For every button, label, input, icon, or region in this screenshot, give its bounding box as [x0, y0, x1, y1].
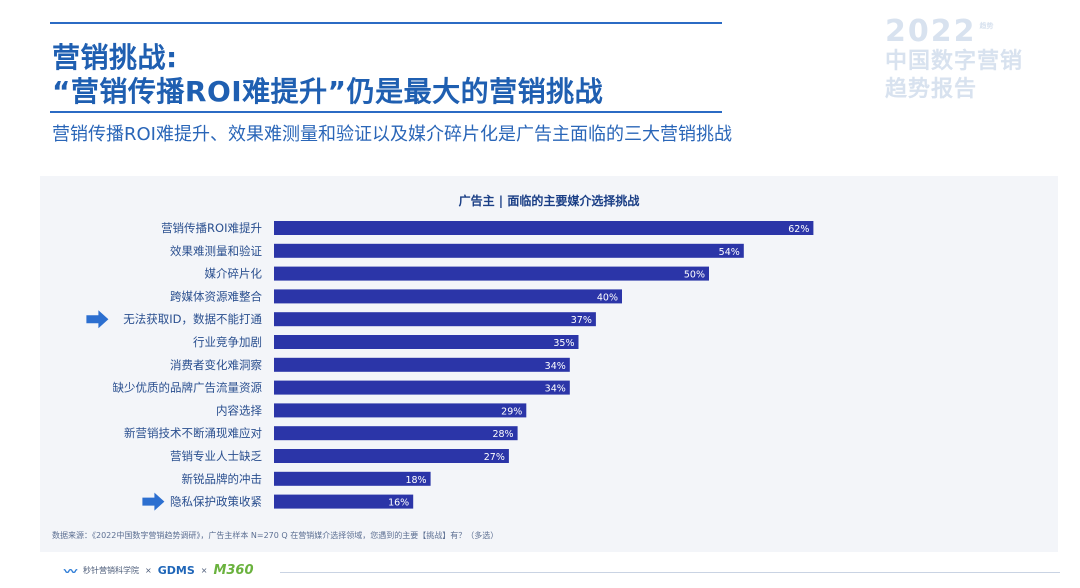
category-label: 新营销技术不断涌现难应对 — [124, 426, 262, 440]
highlight-arrow-icon — [142, 492, 165, 511]
footer-rule — [280, 572, 1060, 573]
bar-value-label: 18% — [405, 475, 426, 486]
top-rule — [50, 22, 722, 24]
bar — [274, 243, 744, 258]
bar — [274, 494, 414, 509]
gdms-logo: GDMS — [157, 563, 195, 577]
category-label: 行业竞争加剧 — [193, 335, 262, 349]
brand-year-row: 2022 趋势 — [885, 10, 1075, 48]
title-underline — [50, 111, 722, 113]
category-label: 缺少优质的品牌广告流量资源 — [113, 381, 263, 395]
bar — [274, 289, 622, 304]
page-title-line2: “营销传播ROI难提升”仍是最大的营销挑战 — [52, 75, 604, 108]
report-brand-watermark: 2022 趋势 中国数字营销 趋势报告 — [885, 10, 1075, 104]
brand-line1: 中国数字营销 — [885, 49, 1024, 74]
bar — [274, 403, 527, 418]
brand-line2: 趋势报告 — [885, 77, 978, 102]
bar-value-label: 16% — [388, 498, 409, 509]
category-label: 效果难测量和验证 — [170, 244, 262, 258]
logo-separator-2: × — [200, 565, 208, 575]
page-subtitle: 营销传播ROI难提升、效果难测量和验证以及媒介碎片化是广告主面临的三大营销挑战 — [52, 124, 732, 145]
footer-logos: 〰 秒针营销科学院 × GDMS × M360 — [64, 560, 254, 580]
category-label: 无法获取ID，数据不能打通 — [123, 312, 262, 326]
page-title-line1: 营销挑战: — [52, 41, 178, 74]
mz-logo-icon: 〰 — [64, 564, 78, 580]
category-label: 媒介碎片化 — [205, 267, 263, 281]
brand-year: 2022 — [885, 14, 977, 49]
bar — [274, 426, 518, 441]
category-label: 消费者变化难洞察 — [170, 358, 262, 372]
chart-title: 广告主 | 面临的主要媒介选择挑战 — [458, 194, 640, 208]
category-label: 新锐品牌的冲击 — [182, 472, 263, 486]
bar — [274, 380, 570, 395]
brand-year-suffix: 趋势 — [979, 22, 994, 30]
bar-value-label: 37% — [571, 315, 592, 326]
bar — [274, 471, 431, 486]
bar — [274, 266, 709, 281]
m360-logo: M360 — [213, 562, 254, 578]
bar-value-label: 34% — [545, 384, 566, 395]
highlight-arrow-icon — [86, 310, 109, 329]
category-label: 跨媒体资源难整合 — [170, 289, 262, 303]
bar — [274, 449, 509, 463]
bar — [274, 221, 814, 235]
category-label: 营销传播ROI难提升 — [161, 221, 262, 235]
data-source-footnote: 数据来源：《2022中国数字营销趋势调研》，广告主样本 N=270 Q 在营销媒… — [52, 531, 499, 540]
chart-panel: 广告主 | 面临的主要媒介选择挑战 营销传播ROI难提升 62% 效果难测量和验证 5… — [40, 176, 1058, 552]
bar-value-label: 50% — [684, 270, 705, 281]
bar-value-label: 40% — [597, 292, 618, 303]
bar-chart: 营销传播ROI难提升 62% 效果难测量和验证 54% 媒介碎片化 50% 跨媒体资源难整合… — [86, 221, 814, 511]
category-label: 营销专业人士缺乏 — [170, 449, 262, 463]
bar — [274, 312, 596, 327]
bar-value-label: 54% — [719, 247, 740, 258]
bar-value-label: 29% — [501, 406, 522, 417]
logo1-text: 秒针营销科学院 — [83, 565, 140, 575]
category-label: 内容选择 — [216, 403, 262, 417]
bar-value-label: 27% — [484, 452, 505, 463]
bar-value-label: 28% — [492, 429, 513, 440]
bar — [274, 335, 579, 349]
category-label: 隐私保护政策收紧 — [170, 495, 262, 509]
bar-value-label: 62% — [788, 224, 809, 235]
logo-separator-1: × — [145, 565, 152, 575]
bar-value-label: 35% — [553, 338, 574, 349]
bar — [274, 357, 570, 372]
bar-value-label: 34% — [545, 361, 566, 372]
